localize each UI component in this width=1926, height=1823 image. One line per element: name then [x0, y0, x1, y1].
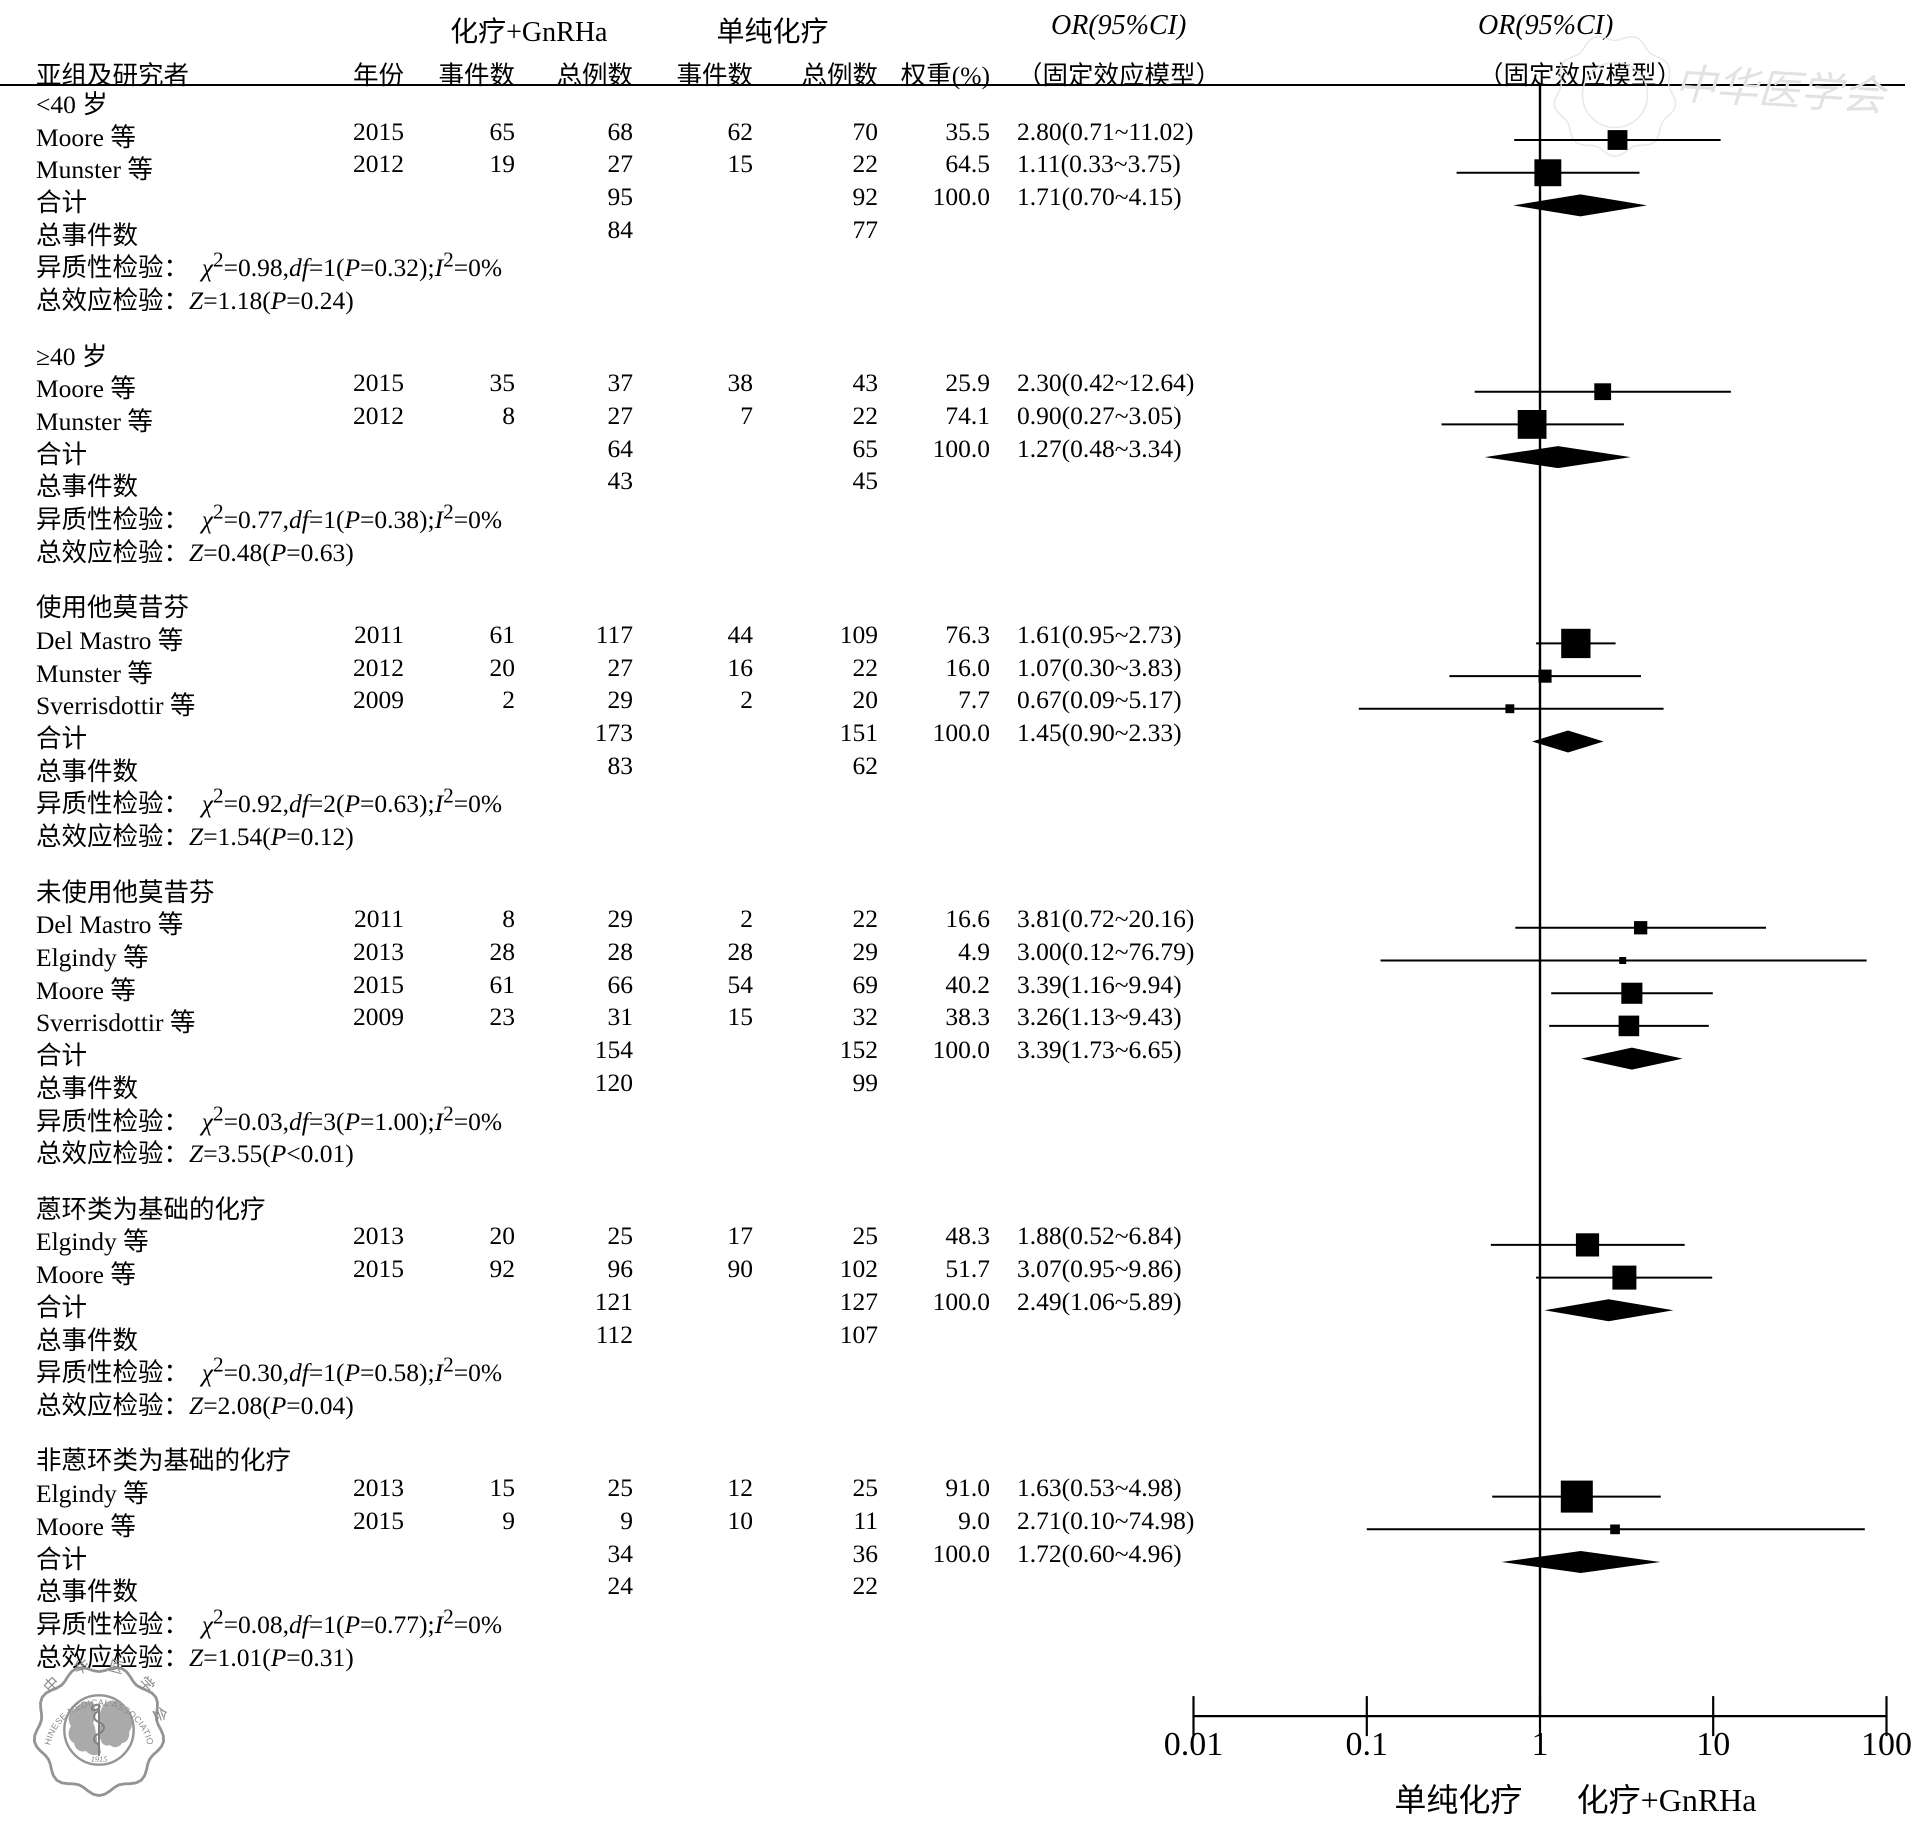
- svg-text:学: 学: [135, 1673, 158, 1696]
- svg-text:华: 华: [72, 1657, 91, 1677]
- svg-text:医: 医: [107, 1657, 126, 1677]
- svg-text:CHINESE MEDICAL ASSOCIATION: CHINESE MEDICAL ASSOCIATION: [0, 0, 156, 1746]
- svg-text:中华医学会: 中华医学会: [1673, 62, 1889, 121]
- svg-text:1915: 1915: [91, 1755, 108, 1764]
- svg-text:会: 会: [149, 1704, 170, 1724]
- svg-text:中: 中: [40, 1673, 63, 1696]
